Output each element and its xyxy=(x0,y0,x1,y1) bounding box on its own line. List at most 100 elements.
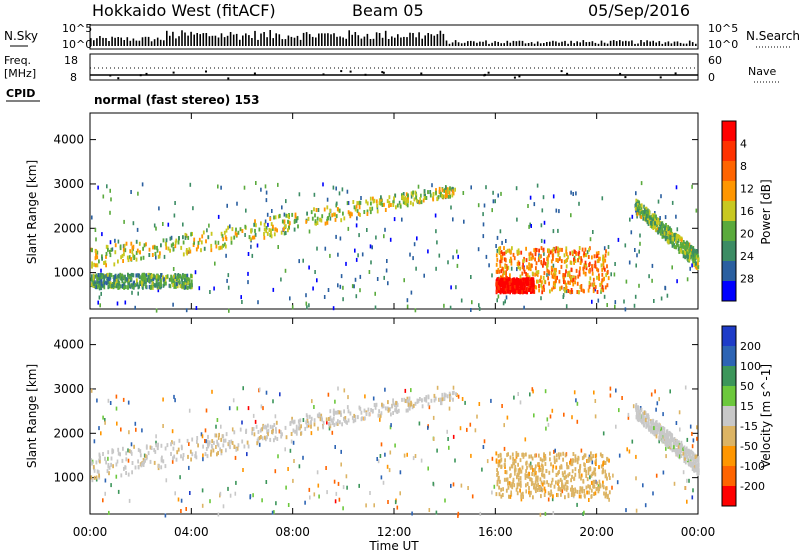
echo-cell xyxy=(652,491,654,496)
echo-cell xyxy=(263,227,266,232)
echo-cell xyxy=(406,452,408,457)
echo-cell xyxy=(544,456,547,461)
echo-cell xyxy=(681,242,684,247)
echo-cell xyxy=(532,255,534,260)
echo-cell xyxy=(689,450,691,455)
echo-cell xyxy=(457,511,460,516)
echo-cell xyxy=(365,412,368,416)
echo-cell xyxy=(547,276,549,281)
echo-cell xyxy=(606,269,609,274)
noise-bar xyxy=(181,30,183,46)
velocity-colorbar-frame xyxy=(721,325,737,507)
echo-cell xyxy=(496,235,499,240)
echo-cell xyxy=(451,186,454,191)
echo-cell xyxy=(416,236,418,241)
echo-cell xyxy=(273,215,275,220)
echo-cell xyxy=(584,247,587,252)
echo-cell xyxy=(257,430,260,434)
echo-cell xyxy=(319,417,322,422)
echo-cell xyxy=(171,459,174,464)
noise-bar xyxy=(695,43,697,46)
echo-cell xyxy=(570,213,572,218)
echo-cell xyxy=(406,399,408,404)
nave-tick-top: 60 xyxy=(708,54,722,67)
echo-cell xyxy=(158,275,160,280)
echo-cell xyxy=(371,245,373,250)
echo-cell xyxy=(604,285,607,290)
echo-cell xyxy=(639,211,642,216)
echo-cell xyxy=(432,481,435,486)
echo-cell xyxy=(628,260,631,265)
echo-cell xyxy=(689,244,692,249)
echo-cell xyxy=(308,414,311,419)
echo-cell xyxy=(342,297,344,302)
echo-cell xyxy=(686,478,688,483)
echo-cell xyxy=(416,398,419,403)
echo-cell xyxy=(569,251,572,256)
echo-cell xyxy=(505,273,507,278)
echo-cell xyxy=(661,431,664,436)
echo-cell xyxy=(516,289,518,294)
echo-cell xyxy=(185,274,187,278)
echo-cell xyxy=(675,442,678,447)
echo-cell xyxy=(670,437,672,442)
echo-cell xyxy=(683,445,686,450)
echo-cell xyxy=(104,420,106,425)
echo-cell xyxy=(539,488,541,492)
echo-cell xyxy=(652,218,654,222)
noise-bar xyxy=(269,30,271,46)
echo-cell xyxy=(501,289,504,294)
echo-cell xyxy=(576,419,579,424)
echo-cell xyxy=(568,472,571,477)
echo-cell xyxy=(529,477,531,482)
echo-cell xyxy=(187,281,189,285)
echo-cell xyxy=(593,469,596,474)
echo-cell xyxy=(135,239,138,244)
noise-bar xyxy=(515,41,518,46)
echo-cell xyxy=(384,406,387,411)
echo-cell xyxy=(144,458,146,463)
echo-cell xyxy=(591,271,594,276)
echo-cell xyxy=(293,419,296,424)
echo-cell xyxy=(469,422,472,427)
echo-cell xyxy=(211,439,214,444)
echo-cell xyxy=(594,260,597,265)
echo-cell xyxy=(90,282,93,287)
echo-cell xyxy=(636,206,639,211)
echo-cell xyxy=(519,274,522,279)
freq-outlier-dot xyxy=(139,74,142,77)
echo-cell xyxy=(456,249,458,254)
freq-outlier-dot xyxy=(659,76,662,79)
echo-cell xyxy=(497,285,500,289)
echo-cell xyxy=(196,436,199,440)
echo-cell xyxy=(575,398,577,403)
echo-cell xyxy=(328,212,331,217)
echo-cell xyxy=(376,209,379,214)
echo-cell xyxy=(641,420,643,425)
echo-cell xyxy=(446,394,449,399)
noise-bar xyxy=(296,35,299,46)
echo-cell xyxy=(434,396,437,401)
echo-cell xyxy=(535,489,537,494)
echo-cell xyxy=(158,206,160,211)
echo-cell xyxy=(271,510,274,515)
echo-cell xyxy=(313,405,315,409)
echo-cell xyxy=(358,233,360,238)
echo-cell xyxy=(98,473,100,478)
echo-cell xyxy=(450,205,452,210)
echo-cell xyxy=(647,413,650,418)
echo-cell xyxy=(441,392,444,397)
echo-cell xyxy=(572,282,575,287)
echo-cell xyxy=(675,448,678,452)
echo-cell xyxy=(688,257,691,262)
noise-bar xyxy=(512,40,515,46)
echo-cell xyxy=(635,454,637,459)
echo-cell xyxy=(583,289,585,294)
echo-cell xyxy=(386,464,389,469)
echo-cell xyxy=(516,491,519,496)
echo-cell xyxy=(103,285,106,290)
echo-cell xyxy=(529,465,532,470)
echo-cell xyxy=(266,435,268,440)
echo-cell xyxy=(159,280,162,285)
echo-cell xyxy=(134,305,136,310)
